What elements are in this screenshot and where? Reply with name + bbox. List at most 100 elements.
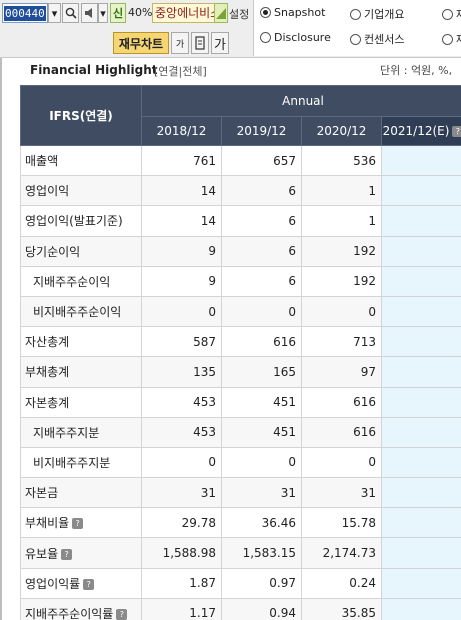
table-cell: 9 — [141, 265, 222, 297]
table-row: 비지배주주지분 0 0 0 — [20, 446, 461, 479]
table-cell: 1.17 — [141, 597, 222, 620]
row-label: 자본총계 — [20, 386, 142, 418]
table-cell: 31 — [141, 477, 222, 509]
font-increase-label: 가 — [214, 37, 226, 53]
radio-icon — [442, 33, 453, 45]
info-icon[interactable]: ? — [116, 608, 128, 620]
table-row: 지배주주지분 453 451 616 — [20, 416, 461, 448]
financial-chart-button[interactable]: 재무차트 — [113, 32, 169, 54]
row-label: 자본금 — [20, 477, 142, 509]
row-label-text: 비지배주주순이익 — [33, 305, 122, 320]
radio-selected-icon — [260, 7, 271, 18]
table-row: 지배주주순이익률? 1.17 0.94 35.85 — [20, 597, 461, 620]
table-cell: 713 — [301, 326, 382, 358]
table-row: 영업이익률? 1.87 0.97 0.24 — [20, 567, 461, 599]
row-label: 비지배주주지분 — [20, 446, 142, 479]
table-row: 매출액 761 657 536 — [20, 144, 461, 177]
table-cell: 587 — [141, 326, 222, 358]
table-cell: 36.46 — [221, 507, 302, 539]
table-cell — [380, 205, 461, 237]
table-row: 영업이익 14 6 1 — [20, 175, 461, 207]
table-body: 매출액 761 657 536 영업이익 14 6 1 영업이익(발표기준) 14 6 1 당기순이익 9… — [20, 144, 461, 620]
table-cell: 35.85 — [301, 597, 382, 620]
table-cell — [380, 537, 461, 569]
radio-consensus[interactable]: 컨센서스 — [350, 31, 404, 47]
radio-more-2[interactable]: 재 — [442, 31, 461, 47]
row-label-text: 자본총계 — [25, 395, 70, 410]
table-cell: 451 — [221, 416, 302, 448]
section-title: Financial Highlight — [30, 63, 158, 77]
print-icon — [195, 36, 205, 50]
row-label: 영업이익률? — [20, 567, 142, 599]
row-label: 비지배주주순이익 — [20, 295, 142, 328]
row-label: 자산총계 — [20, 326, 142, 358]
stock-code-input[interactable]: 000440 — [2, 3, 48, 23]
speaker-icon — [84, 8, 92, 18]
column-header: 2018/12 — [141, 116, 222, 146]
speaker-button[interactable] — [81, 3, 98, 23]
row-label-text: 매출액 — [25, 154, 59, 169]
row-label: 지배주주지분 — [20, 416, 142, 448]
font-increase-button[interactable]: 가 — [211, 32, 229, 54]
table-cell: 0 — [141, 295, 222, 328]
financial-highlight-table: IFRS(연결) Annual 2018/12 2019/12 2020/12 202… — [20, 85, 461, 620]
row-label: 지배주주순이익 — [20, 265, 142, 297]
table-cell: 616 — [301, 416, 382, 448]
search-button[interactable] — [62, 3, 79, 23]
chevron-down-icon: ▾ — [100, 6, 106, 20]
stock-code-value: 000440 — [4, 6, 46, 21]
radio-company-overview[interactable]: 기업개요 — [350, 6, 404, 22]
font-decrease-button[interactable]: 가 — [171, 32, 189, 54]
table-cell: 0.24 — [301, 567, 382, 599]
new-button[interactable]: 신 — [110, 3, 126, 23]
table-cell: 0.97 — [221, 567, 302, 599]
print-button[interactable] — [191, 32, 209, 54]
radio-disclosure[interactable]: Disclosure — [260, 31, 331, 44]
table-cell: 536 — [301, 144, 382, 177]
company-dropdown-button[interactable] — [214, 3, 228, 23]
table-cell: 31 — [301, 477, 382, 509]
search-icon — [65, 7, 77, 19]
table-cell: 14 — [141, 175, 222, 207]
info-icon[interactable]: ? — [452, 126, 461, 137]
radio-snapshot-label: Snapshot — [274, 6, 326, 19]
radio-more-1[interactable]: 재 — [442, 6, 461, 22]
table-cell: 0 — [301, 295, 382, 328]
table-row: 부채총계 135 165 97 — [20, 356, 461, 388]
table-cell: 0 — [141, 446, 222, 479]
row-label: 매출액 — [20, 144, 142, 177]
triangle-up-icon — [216, 8, 226, 19]
table-cell: 761 — [141, 144, 222, 177]
info-icon[interactable]: ? — [72, 518, 84, 530]
table-cell — [380, 477, 461, 509]
table-cell: 192 — [301, 265, 382, 297]
table-row: 영업이익(발표기준) 14 6 1 — [20, 205, 461, 237]
info-icon[interactable]: ? — [83, 578, 95, 590]
zoom-level: 40% — [128, 6, 153, 19]
table-cell — [380, 235, 461, 267]
column-header-label: 2021/12(E) — [382, 124, 450, 138]
table-cell: 0 — [221, 295, 302, 328]
radio-consensus-label: 컨센서스 — [364, 33, 405, 46]
table-row: 지배주주순이익 9 6 192 — [20, 265, 461, 297]
settings-link[interactable]: 설정 — [229, 8, 250, 21]
table-row: 당기순이익 9 6 192 — [20, 235, 461, 267]
table-cell: 0.94 — [221, 597, 302, 620]
table-cell: 1 — [301, 175, 382, 207]
speaker-dropdown-button[interactable]: ▾ — [98, 3, 108, 23]
radio-disclosure-label: Disclosure — [274, 31, 331, 44]
info-icon[interactable]: ? — [61, 548, 73, 560]
stock-code-dropdown-button[interactable]: ▾ — [48, 3, 61, 23]
table-cell: 1 — [301, 205, 382, 237]
radio-icon — [350, 8, 361, 20]
table-cell: 97 — [301, 356, 382, 388]
view-selector: Snapshot 기업개요 재 Disclosure 컨센서스 재 — [253, 0, 461, 56]
radio-company-overview-label: 기업개요 — [364, 8, 405, 21]
ifrs-header: IFRS(연결) — [20, 85, 142, 146]
company-name-field[interactable]: 중앙에너비스 — [152, 3, 228, 23]
table-row: 비지배주주순이익 0 0 0 — [20, 295, 461, 328]
row-label: 지배주주순이익률? — [20, 597, 142, 620]
radio-snapshot[interactable]: Snapshot — [260, 6, 325, 19]
table-cell — [380, 446, 461, 479]
consolidation-filter[interactable]: [연결|전체] — [154, 65, 207, 78]
